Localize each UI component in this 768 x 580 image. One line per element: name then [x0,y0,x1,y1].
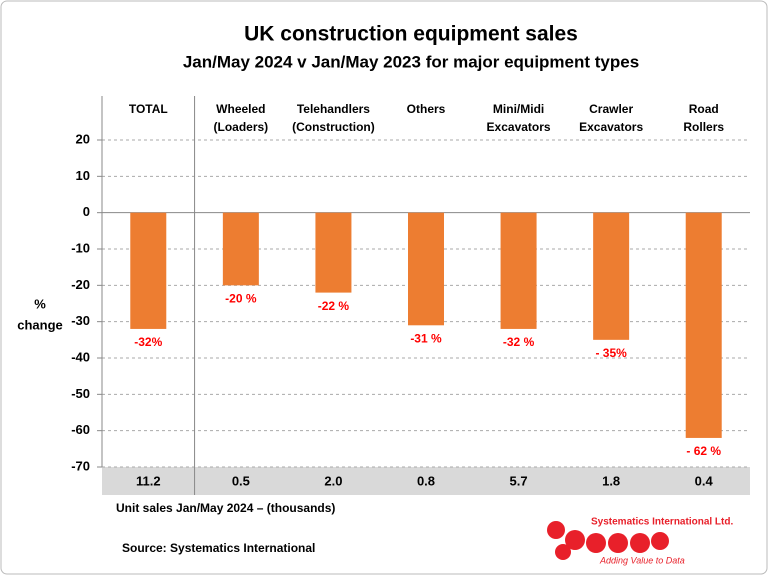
logo-tagline: Adding Value to Data [599,555,685,565]
category-label: Telehandlers [297,102,370,116]
unit-sales: 11.2 [136,473,161,488]
y-tick-label: -20 [71,277,90,292]
value-label: -20 % [225,292,257,306]
chart-subtitle: Jan/May 2024 v Jan/May 2023 for major eq… [183,52,639,71]
y-tick-label: 0 [83,204,90,219]
value-label: -32 % [503,335,535,349]
y-tick-label: -50 [71,386,90,401]
logo-dot [555,544,571,560]
bar [130,212,167,329]
category-label: Crawler [589,102,633,116]
unit-sales: 0.5 [232,473,250,488]
chart-title: UK construction equipment sales [244,23,578,46]
y-tick-label: -40 [71,349,90,364]
value-label: - 62 % [686,444,721,458]
logo-dot [651,532,669,550]
y-tick-label: 20 [76,131,90,146]
bar [500,212,537,329]
logo-dot [586,533,606,553]
y-tick-label: -60 [71,422,90,437]
unit-sales: 0.8 [417,473,435,488]
category-label: Rollers [683,120,724,134]
logo-text: Systematics International Ltd. [591,517,733,528]
y-tick-label: 10 [76,168,90,183]
value-label: -32% [134,335,162,349]
bar [315,212,352,293]
value-label: -31 % [410,331,442,345]
category-label: Others [407,102,446,116]
category-label: Wheeled [216,102,265,116]
bar [222,212,259,286]
y-tick-label: -70 [71,458,90,473]
unit-sales: 0.4 [695,473,714,488]
category-label: TOTAL [129,102,168,116]
category-label: Excavators [579,120,643,134]
bar [685,212,722,438]
category-label: Excavators [487,120,551,134]
bar [593,212,630,340]
unit-sales: 1.8 [602,473,620,488]
unit-sales-label: Unit sales Jan/May 2024 – (thousands) [116,501,335,515]
unit-sales: 5.7 [510,473,528,488]
value-label: -22 % [318,299,350,313]
category-label: (Construction) [292,120,375,134]
logo-dot [547,521,565,539]
logo-dot [630,533,650,553]
y-tick-label: -30 [71,313,90,328]
logo-dot [565,530,585,550]
unit-sales-band [102,467,750,495]
logo: Systematics International Ltd. Adding Va… [547,517,733,565]
logo-dot [608,533,628,553]
source: Source: Systematics International [122,541,315,555]
value-label: - 35% [595,346,627,360]
category-label: Road [689,102,719,116]
y-label: change [17,317,63,332]
unit-sales: 2.0 [324,473,342,488]
y-tick-label: -10 [71,240,90,255]
bar [408,212,444,326]
y-label: % [34,296,46,311]
category-label: Mini/Midi [493,102,544,116]
category-label: (Loaders) [214,120,269,134]
